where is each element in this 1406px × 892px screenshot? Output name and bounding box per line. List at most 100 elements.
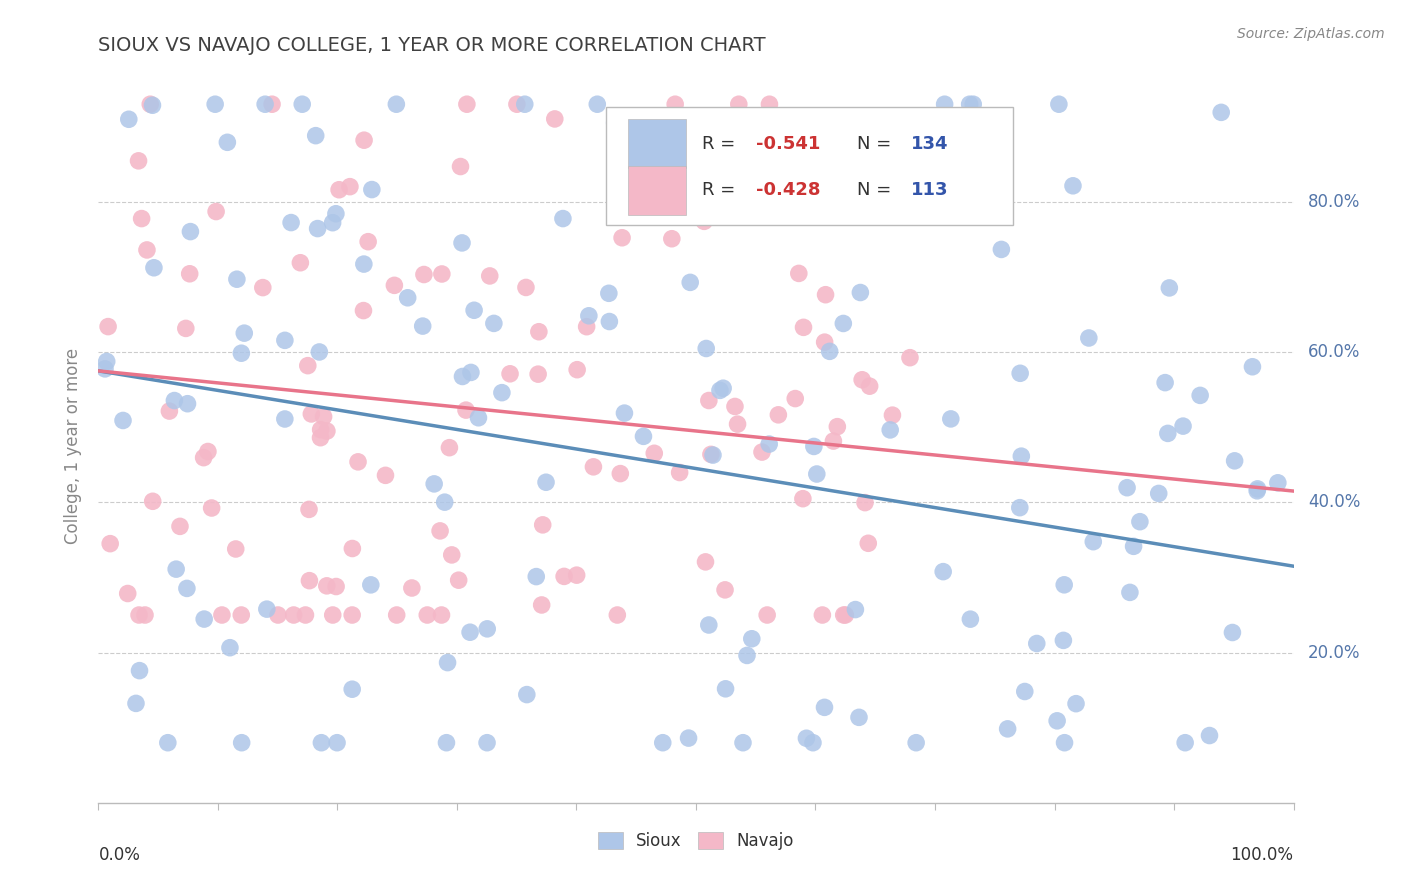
Point [436,736,458,750]
Point [308,345,330,359]
Point [544,112,567,126]
Point [1157,426,1180,441]
Point [565,568,588,582]
Point [516,688,538,702]
Point [339,179,361,194]
Point [1010,366,1032,380]
Point [603,116,626,130]
Point [814,287,837,301]
Point [396,291,419,305]
Y-axis label: College, 1 year or more: College, 1 year or more [65,348,83,544]
Point [451,369,474,384]
Text: 0.0%: 0.0% [98,846,141,863]
Text: SIOUX VS NAVAJO COLLEGE, 1 YEAR OR MORE CORRELATION CHART: SIOUX VS NAVAJO COLLEGE, 1 YEAR OR MORE … [98,36,766,54]
Point [531,517,554,532]
Point [340,682,363,697]
Point [197,444,219,458]
Point [524,569,547,583]
Point [1062,178,1084,193]
Point [163,393,186,408]
Point [578,309,600,323]
Point [141,98,163,112]
Point [165,562,187,576]
Point [768,408,790,422]
Point [174,321,197,335]
Point [1267,475,1289,490]
Point [806,467,828,481]
Point [1189,388,1212,402]
Point [681,181,703,195]
Point [575,319,598,334]
Point [515,280,537,294]
Point [260,97,283,112]
FancyBboxPatch shape [628,120,686,169]
Point [818,344,841,359]
Point [440,548,463,562]
Point [128,664,150,678]
Point [311,736,333,750]
Point [463,303,485,318]
Point [879,423,901,437]
Point [225,541,247,556]
Point [340,607,363,622]
Point [231,607,253,622]
Point [823,434,845,448]
Point [298,502,321,516]
Text: 40.0%: 40.0% [1308,493,1360,511]
Point [527,325,550,339]
Point [1198,729,1220,743]
Point [990,243,1012,257]
Point [1014,684,1036,698]
Point [360,578,382,592]
Point [530,598,553,612]
Point [179,267,201,281]
Point [357,235,380,249]
Point [436,656,458,670]
Point [506,97,529,112]
Point [316,424,339,438]
Point [1171,419,1194,434]
Point [157,404,180,418]
Point [179,225,201,239]
Point [832,317,855,331]
Point [711,381,734,395]
Point [128,607,150,622]
Point [695,555,717,569]
Point [700,447,723,461]
Point [664,97,686,112]
Point [934,97,956,112]
Point [834,607,856,622]
Point [727,417,749,431]
Text: R =: R = [702,181,741,199]
Point [204,97,226,112]
Point [1174,736,1197,750]
Point [633,429,655,443]
Point [322,607,344,622]
Point [1154,376,1177,390]
Point [1211,105,1233,120]
Point [176,397,198,411]
Point [1010,449,1032,463]
Point [475,736,498,750]
Point [582,459,605,474]
Point [299,407,322,421]
Point [1008,500,1031,515]
Point [211,607,233,622]
Point [678,731,700,745]
Point [231,346,253,360]
Point [693,214,716,228]
Point [1129,515,1152,529]
Point [905,736,928,750]
Point [849,163,872,178]
Point [382,278,405,293]
Point [478,268,501,283]
Point [430,607,453,622]
Point [309,431,332,445]
Point [307,221,329,235]
Point [291,97,314,112]
Point [454,403,477,417]
Point [142,260,165,275]
Point [297,359,319,373]
Point [959,97,981,112]
Point [412,319,434,334]
